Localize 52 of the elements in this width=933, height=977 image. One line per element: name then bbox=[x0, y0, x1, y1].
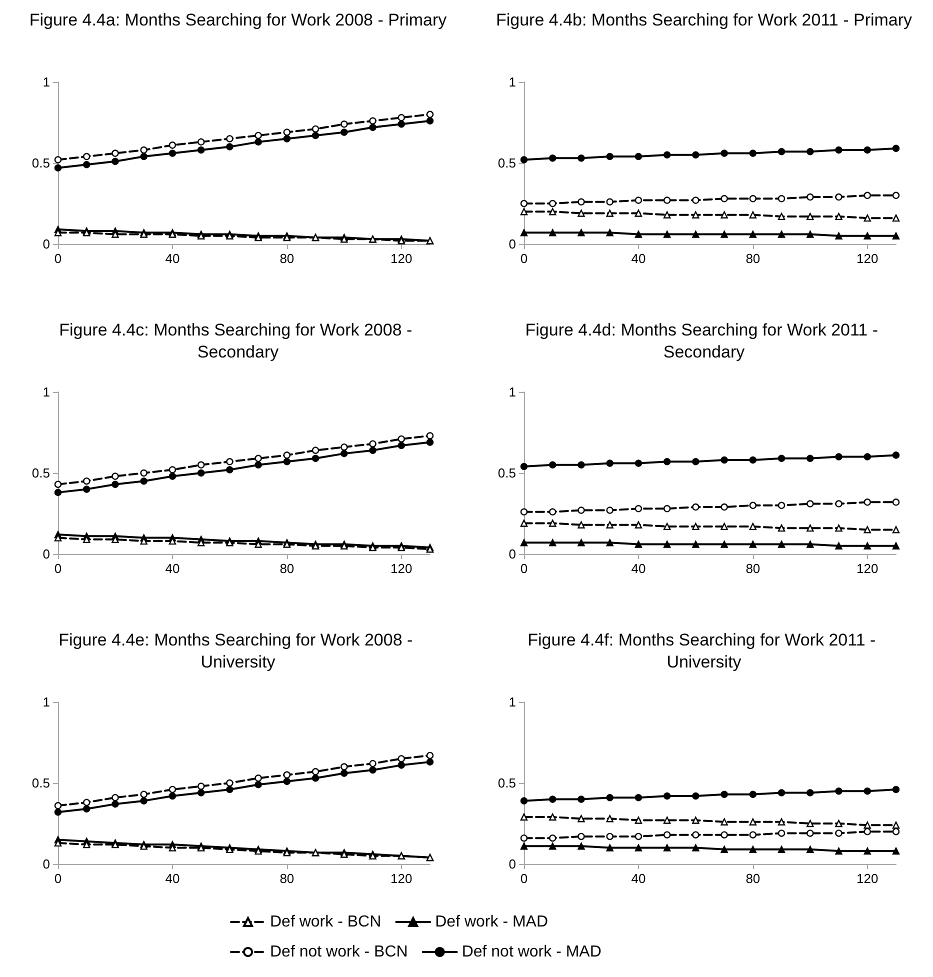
x-tick-label: 0 bbox=[520, 251, 528, 266]
x-tick-label: 40 bbox=[165, 561, 180, 576]
x-tick-label: 120 bbox=[390, 871, 412, 886]
x-tick-label: 80 bbox=[746, 871, 760, 886]
x-tick-label: 40 bbox=[631, 251, 646, 266]
y-tick-label: 0 bbox=[508, 546, 516, 562]
chart-title: Figure 4.4f: Months Searching for Work 2011 - University bbox=[528, 630, 880, 672]
y-tick-label: 1 bbox=[508, 384, 516, 400]
x-tick-label: 0 bbox=[520, 871, 528, 886]
y-tick-label: 1 bbox=[508, 74, 516, 90]
legend-label: Def work - MAD bbox=[435, 914, 548, 930]
x-tick-label: 120 bbox=[390, 251, 412, 266]
chart-title: Figure 4.4b: Months Searching for Work 2011 - Primary bbox=[496, 10, 913, 30]
y-tick-label: 0.5 bbox=[498, 466, 516, 480]
chart-title: Figure 4.4c: Months Searching for Work 2008 - Secondary bbox=[59, 320, 417, 362]
x-tick-label: 80 bbox=[280, 561, 294, 576]
x-tick-label: 120 bbox=[856, 871, 878, 886]
x-tick-label: 40 bbox=[165, 871, 180, 886]
x-tick-label: 0 bbox=[54, 561, 62, 576]
legend-label: Def not work - BCN bbox=[270, 944, 408, 960]
y-tick-label: 0.5 bbox=[498, 156, 516, 170]
legend-label: Def not work - MAD bbox=[462, 944, 602, 960]
chart-title: Figure 4.4d: Months Searching for Work 2011 - Secondary bbox=[525, 320, 883, 362]
x-tick-label: 0 bbox=[54, 871, 62, 886]
x-tick-label: 120 bbox=[390, 561, 412, 576]
y-tick-label: 0 bbox=[508, 236, 516, 252]
x-tick-label: 40 bbox=[631, 561, 646, 576]
y-tick-label: 0.5 bbox=[32, 156, 50, 170]
y-tick-label: 0 bbox=[508, 856, 516, 872]
x-tick-label: 80 bbox=[746, 561, 760, 576]
y-tick-label: 0 bbox=[42, 236, 50, 252]
y-tick-label: 1 bbox=[42, 694, 50, 710]
x-tick-label: 120 bbox=[856, 251, 878, 266]
x-tick-label: 80 bbox=[280, 871, 294, 886]
x-tick-label: 80 bbox=[746, 251, 760, 266]
y-tick-label: 1 bbox=[508, 694, 516, 710]
x-tick-label: 40 bbox=[631, 871, 646, 886]
legend-label: Def work - BCN bbox=[270, 914, 382, 930]
y-tick-label: 0.5 bbox=[32, 776, 50, 790]
y-tick-label: 0.5 bbox=[32, 466, 50, 480]
x-tick-label: 80 bbox=[280, 251, 294, 266]
chart-title: Figure 4.4a: Months Searching for Work 2008 - Primary bbox=[29, 10, 448, 30]
chart-title: Figure 4.4e: Months Searching for Work 2008 - University bbox=[58, 630, 418, 672]
x-tick-label: 0 bbox=[54, 251, 62, 266]
y-tick-label: 1 bbox=[42, 74, 50, 90]
y-tick-label: 0.5 bbox=[498, 776, 516, 790]
y-tick-label: 1 bbox=[42, 384, 50, 400]
x-tick-label: 0 bbox=[520, 561, 528, 576]
x-tick-label: 120 bbox=[856, 561, 878, 576]
y-tick-label: 0 bbox=[42, 856, 50, 872]
y-tick-label: 0 bbox=[42, 546, 50, 562]
x-tick-label: 40 bbox=[165, 251, 180, 266]
